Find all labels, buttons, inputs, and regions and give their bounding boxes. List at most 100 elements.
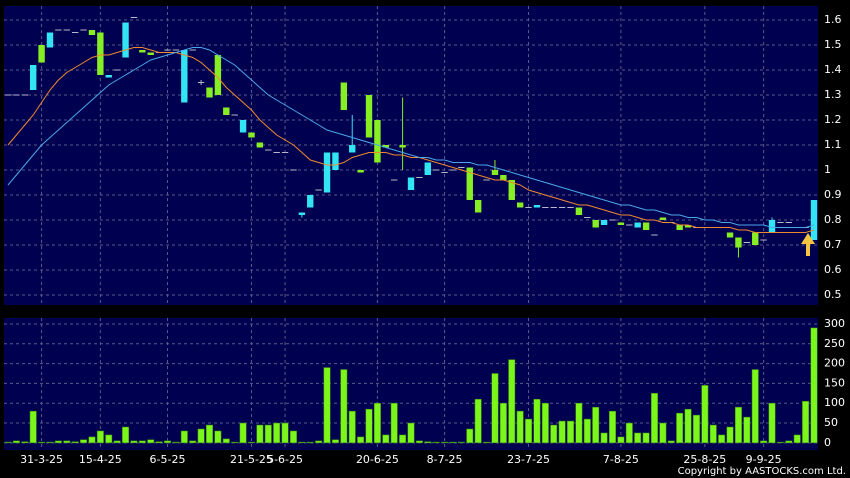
volume-bar <box>12 440 20 444</box>
volume-bar <box>290 430 297 444</box>
volume-bar <box>273 422 281 444</box>
volume-bar <box>248 441 255 444</box>
x-tick-label: 21-5-25 <box>230 453 273 466</box>
x-tick-label: 5-6-25 <box>267 453 303 466</box>
moving-average-line <box>7 47 815 228</box>
volume-bar <box>583 418 591 444</box>
volume-tick-label: 300 <box>824 317 845 330</box>
volume-bar <box>113 440 121 444</box>
volume-bar <box>214 430 222 444</box>
volume-bar <box>491 373 499 444</box>
volume-bar <box>785 440 793 444</box>
volume-bar <box>617 436 625 444</box>
candle-body <box>256 142 264 148</box>
volume-tick-label: 100 <box>824 396 845 409</box>
candle-body <box>332 152 339 170</box>
candle-body <box>340 82 348 110</box>
x-tick-label: 23-7-25 <box>507 453 550 466</box>
volume-bar <box>709 424 717 444</box>
volume-bar <box>701 385 709 444</box>
volume-bar <box>776 441 784 444</box>
volume-bar <box>499 402 507 444</box>
volume-bar <box>533 399 541 444</box>
volume-bar <box>331 439 339 444</box>
candle-body <box>424 162 431 175</box>
volume-bar <box>390 402 398 444</box>
x-tick-label: 6-5-25 <box>150 453 186 466</box>
candle-body <box>642 222 650 230</box>
candle-body <box>374 120 381 163</box>
candle-body <box>223 107 230 115</box>
volume-bar <box>684 408 692 444</box>
volume-bar <box>88 436 96 444</box>
volume-bar <box>96 430 104 444</box>
volume-bar <box>415 440 423 444</box>
candle-body <box>105 75 112 78</box>
candle-body <box>634 222 641 228</box>
volume-bar <box>130 440 138 444</box>
volume-bar <box>382 434 390 444</box>
volume-bar <box>357 436 365 444</box>
volume-bar <box>407 422 415 444</box>
volume-bar <box>206 424 213 444</box>
volume-tick-label: 150 <box>824 376 845 389</box>
candle-body <box>239 120 247 133</box>
volume-bar <box>516 410 524 444</box>
volume-bar <box>760 440 768 444</box>
candle-body <box>88 30 96 35</box>
candle-body <box>382 145 390 148</box>
candle-body <box>349 145 356 153</box>
volume-bar <box>634 432 642 444</box>
y-tick-label: 0.6 <box>824 263 842 276</box>
volume-tick-label: 50 <box>824 416 838 429</box>
volume-bar <box>105 434 113 444</box>
volume-bar <box>180 430 188 444</box>
y-tick-label: 1.5 <box>824 38 842 51</box>
candle-body <box>357 170 364 173</box>
candle-body <box>617 222 625 225</box>
candle-body <box>206 87 213 98</box>
candle-body <box>508 180 515 200</box>
volume-bar <box>810 327 818 444</box>
volume-bar <box>373 402 381 444</box>
volume-bar <box>340 369 348 444</box>
x-tick-label: 15-4-25 <box>79 453 122 466</box>
candle-body <box>307 195 314 208</box>
y-tick-label: 1.1 <box>824 138 842 151</box>
volume-bar <box>138 440 146 444</box>
candle-body <box>29 65 37 90</box>
volume-bar <box>726 426 734 444</box>
volume-bar <box>46 441 54 444</box>
x-tick-label: 20-6-25 <box>356 453 399 466</box>
y-tick-label: 0.7 <box>824 238 842 251</box>
volume-bar <box>676 412 684 444</box>
candle-body <box>46 32 54 48</box>
candle-body <box>726 232 734 238</box>
volume-bar <box>659 422 667 444</box>
volume-bar <box>768 402 776 444</box>
volume-bar <box>38 441 46 444</box>
candle-body <box>768 220 776 233</box>
volume-bar <box>231 441 239 444</box>
candle-body <box>97 32 104 75</box>
y-tick-label: 1.2 <box>824 113 842 126</box>
volume-bar <box>54 440 62 444</box>
volume-bar <box>793 434 801 444</box>
x-tick-label: 25-8-25 <box>683 453 726 466</box>
y-tick-label: 0.5 <box>824 288 842 301</box>
candle-body <box>139 50 146 53</box>
candle-body <box>466 167 473 200</box>
candle-body <box>407 177 415 190</box>
volume-bar <box>734 406 742 444</box>
candle-body <box>676 225 683 230</box>
volume-bar <box>164 440 171 444</box>
volume-bar <box>483 441 491 444</box>
volume-bar <box>315 440 323 444</box>
candle-body <box>248 132 255 138</box>
candle-body <box>684 225 692 228</box>
volume-bar <box>474 399 482 444</box>
x-tick-label: 9-9-25 <box>746 453 782 466</box>
candle-body <box>500 175 507 180</box>
candle-body <box>122 22 129 58</box>
volume-bar <box>457 441 465 444</box>
